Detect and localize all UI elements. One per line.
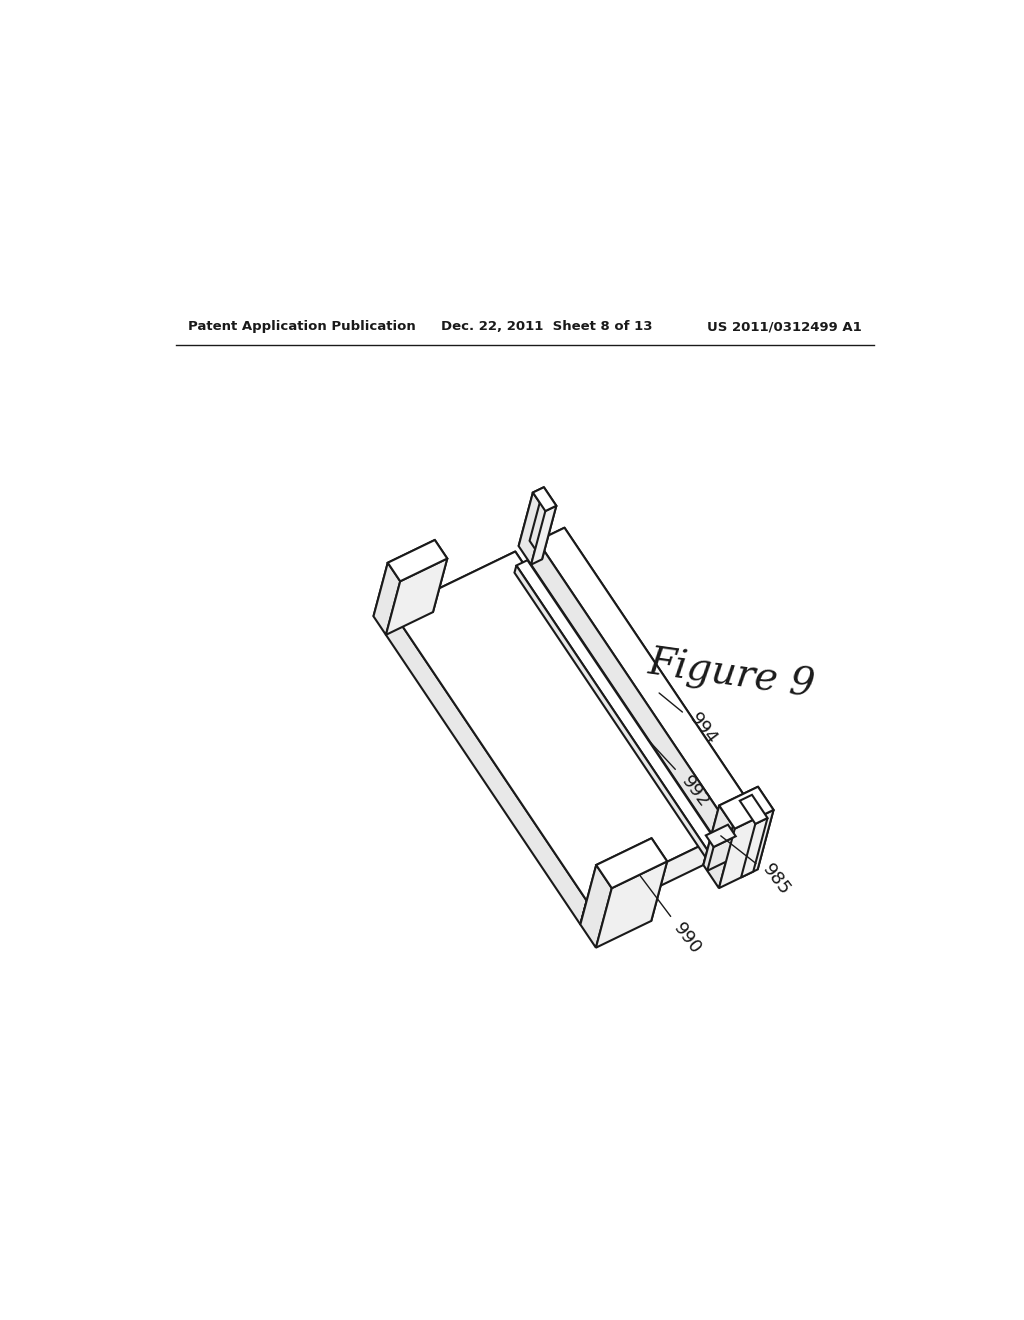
Polygon shape bbox=[374, 540, 435, 616]
Text: Figure 9: Figure 9 bbox=[645, 644, 817, 705]
Polygon shape bbox=[514, 565, 711, 862]
Polygon shape bbox=[509, 552, 710, 865]
Polygon shape bbox=[725, 801, 756, 878]
Polygon shape bbox=[725, 817, 759, 854]
Polygon shape bbox=[709, 850, 722, 862]
Polygon shape bbox=[392, 552, 710, 900]
Polygon shape bbox=[531, 541, 732, 854]
Polygon shape bbox=[386, 611, 587, 924]
Polygon shape bbox=[558, 528, 759, 841]
Polygon shape bbox=[708, 837, 735, 871]
Polygon shape bbox=[518, 492, 546, 565]
Polygon shape bbox=[581, 865, 611, 948]
Polygon shape bbox=[386, 558, 447, 635]
Polygon shape bbox=[374, 562, 400, 635]
Text: 985: 985 bbox=[721, 836, 794, 899]
Polygon shape bbox=[581, 841, 710, 924]
Polygon shape bbox=[516, 560, 722, 855]
Polygon shape bbox=[531, 528, 564, 565]
Polygon shape bbox=[581, 838, 651, 924]
Text: 994: 994 bbox=[659, 693, 720, 748]
Text: US 2011/0312499 A1: US 2011/0312499 A1 bbox=[708, 321, 862, 333]
Polygon shape bbox=[596, 862, 667, 948]
Polygon shape bbox=[737, 795, 768, 871]
Text: Patent Application Publication: Patent Application Publication bbox=[187, 321, 416, 333]
Polygon shape bbox=[388, 540, 447, 581]
Polygon shape bbox=[386, 552, 515, 635]
Polygon shape bbox=[719, 787, 773, 829]
Polygon shape bbox=[518, 487, 544, 546]
Polygon shape bbox=[725, 795, 752, 854]
Polygon shape bbox=[706, 825, 735, 847]
Text: Dec. 22, 2011  Sheet 8 of 13: Dec. 22, 2011 Sheet 8 of 13 bbox=[441, 321, 653, 333]
Polygon shape bbox=[421, 540, 447, 612]
Polygon shape bbox=[741, 818, 768, 878]
Polygon shape bbox=[703, 805, 735, 888]
Polygon shape bbox=[742, 787, 773, 870]
Polygon shape bbox=[529, 487, 556, 560]
Polygon shape bbox=[703, 787, 758, 865]
Text: 992: 992 bbox=[648, 739, 713, 810]
Polygon shape bbox=[596, 838, 667, 888]
Polygon shape bbox=[531, 506, 556, 565]
Polygon shape bbox=[538, 528, 759, 830]
Text: 990: 990 bbox=[639, 875, 705, 957]
Polygon shape bbox=[636, 838, 667, 921]
Polygon shape bbox=[719, 810, 773, 888]
Polygon shape bbox=[532, 487, 556, 511]
Polygon shape bbox=[739, 795, 768, 824]
